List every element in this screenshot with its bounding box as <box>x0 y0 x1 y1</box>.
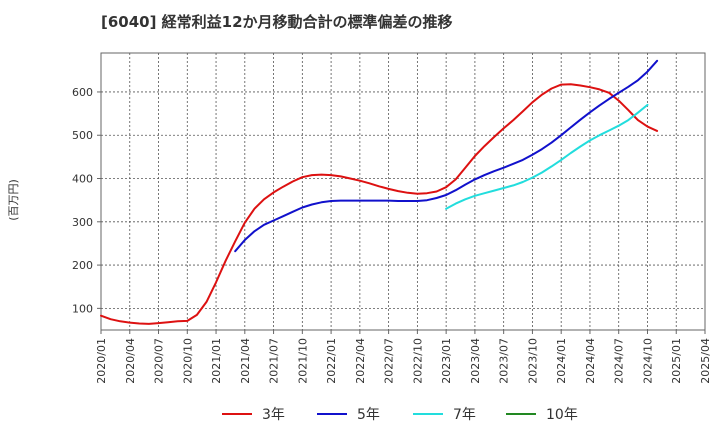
x-tick-label: 2021/04 <box>239 338 252 384</box>
legend-label: 7年 <box>453 407 476 423</box>
x-tick-label: 2024/10 <box>641 338 654 384</box>
x-tick-label: 2021/10 <box>296 338 309 384</box>
x-tick-label: 2021/07 <box>268 338 281 384</box>
legend-item-3: 7年 <box>413 407 476 423</box>
legend-label: 5年 <box>357 407 380 423</box>
x-tick-label: 2020/04 <box>124 338 137 384</box>
x-tick-label: 2022/04 <box>354 338 367 384</box>
x-tick-label: 2020/10 <box>181 338 194 384</box>
legend: 3年 5年 7年 10年 <box>222 407 578 423</box>
legend-label: 3年 <box>262 407 285 423</box>
x-tick-labels: 2020/01 2020/04 2020/07 2020/10 2021/01 2021/… <box>95 330 712 384</box>
chart-title: [6040] 経常利益12か月移動合計の標準偏差の推移 <box>101 13 453 31</box>
y-tick-label: 300 <box>72 216 93 229</box>
x-tick-label: 2023/04 <box>469 338 482 384</box>
series-line-3 <box>445 103 649 210</box>
series-line-1 <box>100 83 659 325</box>
series-lines <box>100 59 659 325</box>
x-tick-label: 2022/01 <box>325 338 338 384</box>
y-tick-label: 600 <box>72 86 93 99</box>
y-tick-label: 400 <box>72 173 93 186</box>
y-tick-label: 100 <box>72 302 93 315</box>
x-tick-label: 2023/10 <box>526 338 539 384</box>
x-tick-label: 2020/01 <box>95 338 108 384</box>
x-tick-label: 2022/10 <box>411 338 424 384</box>
series-line-2 <box>234 59 659 253</box>
x-tick-label: 2024/07 <box>613 338 626 384</box>
x-tick-label: 2025/01 <box>670 338 683 384</box>
y-tick-label: 500 <box>72 129 93 142</box>
x-tick-label: 2024/04 <box>584 338 597 384</box>
y-tick-labels: 100 200 300 400 500 600 <box>72 86 101 315</box>
legend-item-2: 5年 <box>317 407 380 423</box>
x-tick-label: 2020/07 <box>153 338 166 384</box>
x-tick-label: 2023/07 <box>498 338 511 384</box>
y-axis-label-group: (百万円) <box>7 179 20 221</box>
y-axis-label: (百万円) <box>7 179 20 221</box>
legend-item-1: 3年 <box>222 407 285 423</box>
x-tick-label: 2023/01 <box>440 338 453 384</box>
legend-label: 10年 <box>546 407 578 423</box>
legend-item-4: 10年 <box>506 407 578 423</box>
x-tick-label: 2021/01 <box>210 338 223 384</box>
x-tick-label: 2022/07 <box>383 338 396 384</box>
x-tick-label: 2025/04 <box>699 338 712 384</box>
x-tick-label: 2024/01 <box>555 338 568 384</box>
y-tick-label: 200 <box>72 259 93 272</box>
